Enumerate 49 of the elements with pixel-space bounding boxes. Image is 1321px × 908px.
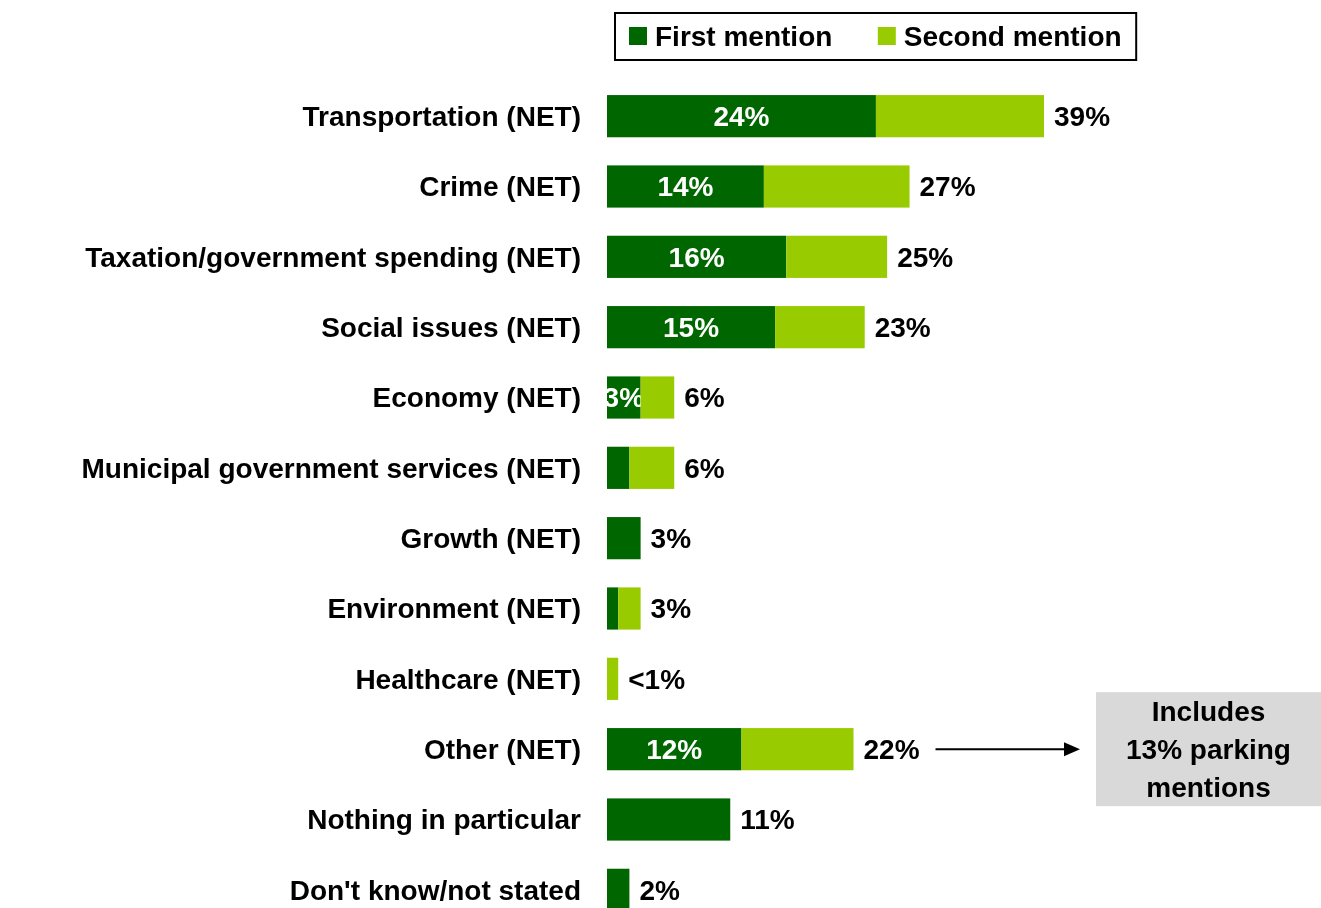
- data-label: 16%: [668, 241, 725, 273]
- total-label: 27%: [919, 171, 976, 203]
- total-label: 22%: [863, 733, 920, 765]
- bar: [607, 446, 630, 489]
- bar: [741, 728, 854, 771]
- data-label: 24%: [713, 100, 770, 132]
- bar: [607, 165, 764, 208]
- y-tick-label: Don't know/not stated: [289, 874, 581, 906]
- total-label: 6%: [684, 452, 725, 484]
- bar: [629, 446, 675, 489]
- total-label: 25%: [897, 241, 954, 273]
- y-tick-label: Economy (NET): [372, 382, 581, 414]
- total-label: 3%: [650, 522, 692, 554]
- bar: [763, 165, 910, 208]
- total-label: <1%: [628, 663, 686, 695]
- legend-label: Second mention: [903, 20, 1122, 52]
- y-tick-label: Other (NET): [423, 733, 581, 765]
- bar: [607, 587, 619, 630]
- bar: [640, 376, 675, 419]
- data-label: 14%: [657, 171, 714, 203]
- bar: [618, 587, 641, 630]
- bar: [607, 306, 776, 349]
- bar: [607, 517, 641, 560]
- legend-label: First mention: [655, 20, 833, 52]
- total-label: 2%: [639, 874, 680, 906]
- y-tick-label: Crime (NET): [419, 171, 581, 203]
- bar: [607, 95, 876, 138]
- y-tick-label: Nothing in particular: [307, 804, 582, 836]
- y-tick-label: Growth (NET): [400, 522, 581, 554]
- total-label: 3%: [650, 593, 692, 625]
- y-tick-label: Healthcare (NET): [355, 663, 581, 695]
- bar: [775, 306, 865, 349]
- bar: [875, 95, 1044, 138]
- bar: [786, 235, 888, 278]
- total-label: 39%: [1054, 100, 1111, 132]
- total-label: 6%: [684, 382, 725, 414]
- y-tick-label: Transportation (NET): [302, 100, 581, 132]
- bar: [607, 235, 787, 278]
- total-label: 11%: [740, 804, 795, 836]
- data-label: 12%: [646, 733, 703, 765]
- y-tick-label: Social issues (NET): [321, 311, 581, 343]
- text: Includes 13% parking mentions: [1126, 695, 1291, 803]
- y-tick-label: Municipal government services (NET): [81, 452, 581, 484]
- total-label: 23%: [874, 311, 931, 343]
- y-tick-label: Taxation/government spending (NET): [85, 241, 581, 273]
- y-tick-label: Environment (NET): [327, 593, 581, 625]
- bar: [607, 798, 731, 841]
- data-label: 15%: [663, 311, 720, 343]
- bar: [607, 657, 619, 700]
